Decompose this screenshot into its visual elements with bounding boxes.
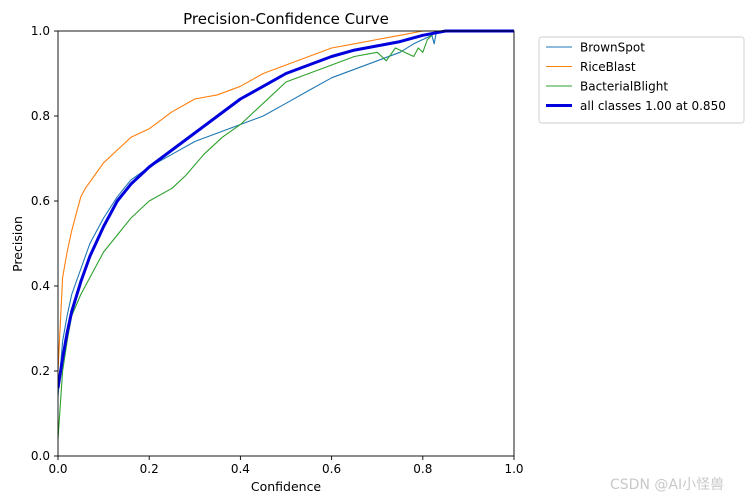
y-tick-label-1: 0.2: [31, 364, 50, 378]
series-line-3: [58, 29, 514, 389]
y-tick-label-3: 0.6: [31, 194, 50, 208]
y-tick-label-0: 0.0: [31, 449, 50, 463]
x-tick-label-2: 0.4: [231, 462, 250, 476]
y-axis-label: Precision: [10, 216, 25, 272]
legend-label-3: all classes 1.00 at 0.850: [580, 99, 726, 113]
legend-label-1: RiceBlast: [580, 60, 636, 74]
y-tick-label-5: 1.0: [31, 24, 50, 38]
series-line-1: [58, 30, 514, 372]
x-axis-label: Confidence: [251, 479, 322, 494]
series-lines: [58, 29, 514, 440]
x-tick-label-1: 0.2: [140, 462, 159, 476]
legend-label-2: BacterialBlight: [580, 80, 668, 94]
y-tick-label-4: 0.8: [31, 109, 50, 123]
x-tick-label-3: 0.6: [322, 462, 341, 476]
legend: BrownSpot RiceBlast BacterialBlight all cla…: [538, 36, 745, 124]
series-line-0: [58, 30, 514, 397]
x-tick-label-0: 0.0: [48, 462, 67, 476]
plot-area: 0.0 0.2 0.4 0.6 0.8 1.0 0.0 0.2 0.4 0.6 0.8 1.0: [31, 24, 524, 476]
series-line-2: [58, 30, 514, 440]
plot-frame: [57, 30, 515, 457]
x-tick-label-5: 1.0: [504, 462, 523, 476]
y-tick-label-2: 0.4: [31, 279, 50, 293]
chart-title: Precision-Confidence Curve: [183, 10, 389, 28]
legend-label-0: BrownSpot: [580, 41, 645, 55]
x-tick-label-4: 0.8: [413, 462, 432, 476]
watermark: CSDN @AI小怪兽: [610, 477, 725, 493]
legend-box: [538, 36, 745, 124]
